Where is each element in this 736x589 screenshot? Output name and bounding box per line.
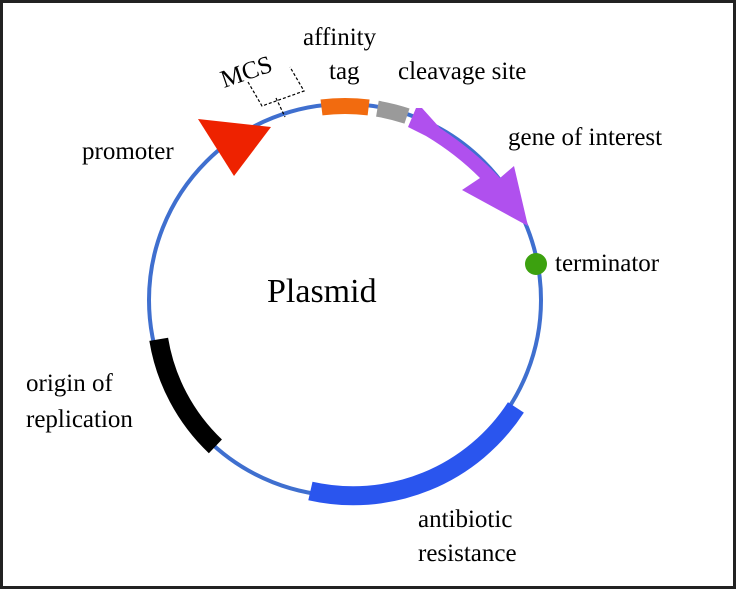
antibiotic-label-line2: resistance (418, 540, 517, 567)
cleavage-site-label: cleavage site (398, 58, 526, 85)
affinity-tag-label-line2: tag (329, 58, 360, 85)
cleavage-site-segment (375, 100, 410, 124)
origin-label-line2: replication (26, 406, 133, 433)
mcs-label: MCS (217, 51, 276, 94)
promoter-label: promoter (82, 138, 174, 165)
gene-of-interest-label: gene of interest (508, 124, 662, 151)
antibiotic-label-line1: antibiotic (418, 506, 512, 533)
plasmid-title: Plasmid (267, 273, 377, 310)
origin-label-line1: origin of (26, 370, 113, 397)
origin-of-replication-segment (149, 337, 223, 454)
affinity-tag-segment (320, 98, 370, 116)
terminator-label: terminator (555, 250, 660, 277)
promoter-arrow (198, 119, 271, 176)
terminator-dot (525, 253, 547, 275)
mcs-bracket (247, 66, 305, 118)
antibiotic-resistance-segment (308, 402, 524, 506)
gene-of-interest-arrow (408, 108, 528, 226)
affinity-tag-label-line1: affinity (303, 24, 377, 51)
